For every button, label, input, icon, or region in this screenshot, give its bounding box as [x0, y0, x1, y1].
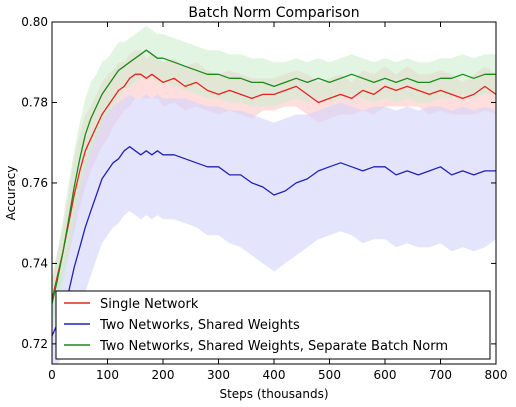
x-tick-label: 300 [207, 368, 230, 382]
series-line-2 [52, 146, 496, 337]
x-tick-label: 800 [485, 368, 508, 382]
legend-box [55, 290, 491, 360]
y-axis: 0.72 0.74 0.76 0.78 0.80 [21, 15, 496, 351]
x-tick-label: 200 [152, 368, 175, 382]
y-tick-label: 0.78 [21, 95, 48, 109]
x-tick-label: 400 [263, 368, 286, 382]
series-band-2 [52, 94, 496, 364]
x-axis-title: Steps (thousands) [219, 387, 328, 401]
x-axis: 0 100 200 300 400 500 600 700 800 [48, 22, 507, 382]
x-tick-label: 600 [374, 368, 397, 382]
series-lines [52, 49, 496, 337]
legend-label-2: Two Networks, Shared Weights [99, 318, 300, 333]
series-line-3 [52, 49, 496, 304]
chart-title: Batch Norm Comparison [188, 5, 359, 21]
y-axis-title: Accuracy [4, 166, 18, 221]
y-tick-label: 0.72 [21, 337, 48, 351]
y-tick-label: 0.76 [21, 176, 48, 190]
x-tick-label: 700 [429, 368, 452, 382]
plot-area [52, 26, 496, 364]
y-tick-label: 0.74 [21, 256, 48, 270]
x-tick-label: 100 [96, 368, 119, 382]
x-tick-label: 0 [48, 368, 56, 382]
legend: Single Network Two Networks, Shared Weigh… [55, 290, 491, 360]
y-tick-label: 0.80 [21, 15, 48, 29]
legend-label-3: Two Networks, Shared Weights, Separate B… [99, 339, 448, 354]
legend-label-1: Single Network [100, 297, 199, 312]
series-line-1 [52, 73, 496, 300]
x-tick-label: 500 [318, 368, 341, 382]
